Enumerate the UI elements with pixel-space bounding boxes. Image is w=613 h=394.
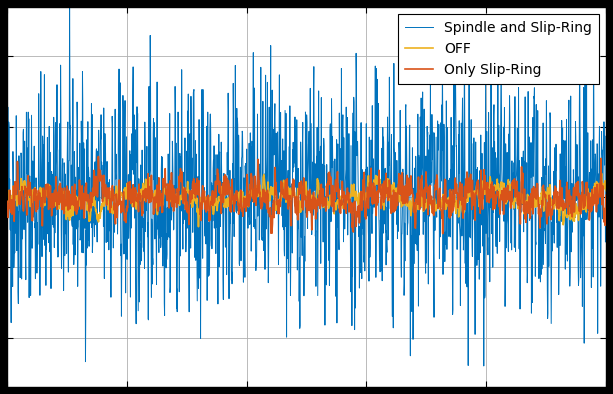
OFF <box>279 180 286 185</box>
Only Slip-Ring <box>94 154 102 159</box>
Only Slip-Ring <box>603 193 610 198</box>
Only Slip-Ring <box>476 199 483 204</box>
OFF <box>475 204 482 208</box>
OFF <box>585 191 593 196</box>
Spindle and Slip-Ring <box>475 187 482 192</box>
OFF <box>195 224 202 229</box>
OFF <box>34 195 41 200</box>
Only Slip-Ring <box>3 199 10 204</box>
Only Slip-Ring <box>279 191 286 196</box>
Spindle and Slip-Ring <box>480 364 487 368</box>
Line: OFF: OFF <box>7 173 606 227</box>
Spindle and Slip-Ring <box>3 169 10 174</box>
Spindle and Slip-Ring <box>585 206 593 211</box>
OFF <box>3 191 10 196</box>
Legend: Spindle and Slip-Ring, OFF, Only Slip-Ring: Spindle and Slip-Ring, OFF, Only Slip-Ri… <box>398 14 599 84</box>
Spindle and Slip-Ring <box>585 189 593 194</box>
Only Slip-Ring <box>585 218 593 223</box>
Spindle and Slip-Ring <box>34 220 41 225</box>
Only Slip-Ring <box>34 207 41 212</box>
OFF <box>598 171 605 176</box>
Only Slip-Ring <box>439 231 446 236</box>
OFF <box>603 188 610 193</box>
Only Slip-Ring <box>585 198 593 203</box>
Only Slip-Ring <box>295 195 302 199</box>
Spindle and Slip-Ring <box>603 236 610 240</box>
OFF <box>295 201 302 206</box>
Line: Spindle and Slip-Ring: Spindle and Slip-Ring <box>7 0 606 366</box>
Spindle and Slip-Ring <box>295 210 302 215</box>
OFF <box>585 191 592 195</box>
Spindle and Slip-Ring <box>279 137 286 141</box>
Line: Only Slip-Ring: Only Slip-Ring <box>7 156 606 234</box>
